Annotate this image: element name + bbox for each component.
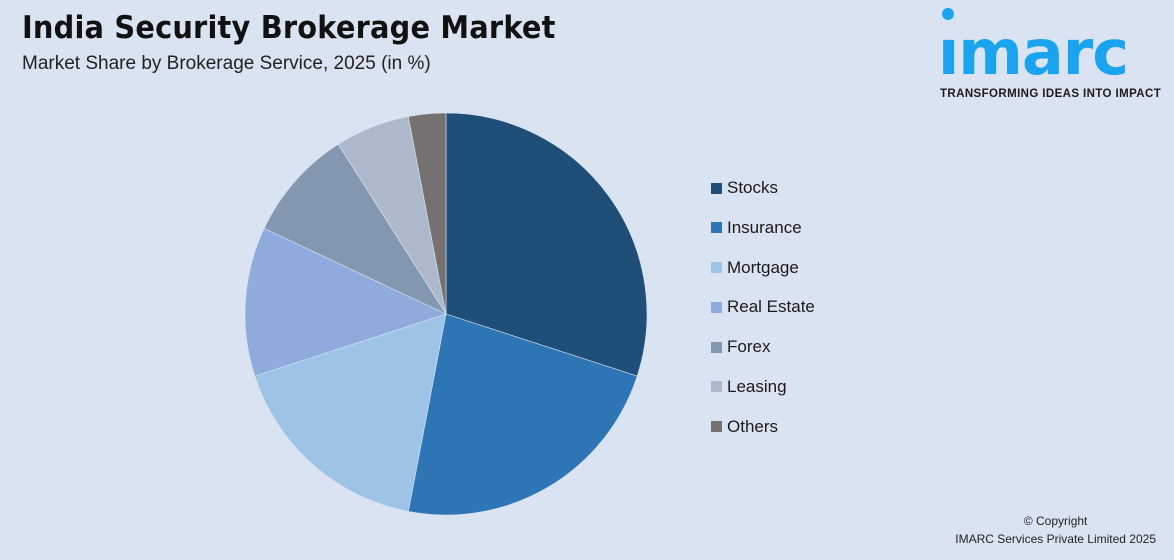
legend-swatch-icon (711, 222, 722, 234)
legend-item-mortgage: Mortgage (711, 258, 815, 278)
chart-subtitle: Market Share by Brokerage Service, 2025 … (22, 53, 431, 74)
pie-slice-stocks (445, 112, 648, 377)
pie-slice-others (407, 112, 447, 315)
legend-swatch-icon (711, 421, 722, 433)
copyright-line-2: IMARC Services Private Limited 2025 (955, 532, 1156, 546)
legend-item-insurance: Insurance (711, 218, 815, 238)
legend-item-real-estate: Real Estate (711, 297, 815, 317)
chart-title: India Security Brokerage Market (22, 10, 556, 46)
legend-label: Insurance (727, 217, 802, 237)
legend-label: Real Estate (727, 297, 815, 317)
logo-tagline: TRANSFORMING IDEAS INTO IMPACT (940, 88, 1162, 100)
legend-label: Leasing (727, 376, 787, 396)
legend-swatch-icon (711, 182, 722, 194)
copyright-notice: © Copyright IMARC Services Private Limit… (955, 512, 1156, 548)
legend-swatch-icon (711, 301, 722, 313)
pie-slice-mortgage (254, 313, 447, 512)
pie-slice-real-estate (244, 228, 447, 377)
pie-slice-insurance (407, 313, 638, 516)
chart-legend: Stocks Insurance Mortgage Real Estate Forex L… (711, 178, 815, 457)
legend-item-forex: Forex (711, 337, 815, 357)
legend-label: Others (727, 416, 779, 436)
pie-slice-forex (263, 143, 447, 315)
imarc-logo: ımarc TRANSFORMING IDEAS INTO IMPACT (936, 6, 1166, 106)
legend-item-stocks: Stocks (711, 178, 815, 198)
legend-label: Stocks (727, 178, 779, 197)
legend-label: Mortgage (727, 257, 799, 277)
logo-dot-icon (942, 8, 954, 20)
legend-swatch-icon (711, 341, 722, 353)
legend-swatch-icon (711, 381, 722, 393)
legend-swatch-icon (711, 262, 722, 274)
legend-label: Forex (727, 337, 771, 357)
legend-item-leasing: Leasing (711, 377, 815, 397)
pie-chart (244, 112, 648, 516)
copyright-line-1: © Copyright (1023, 514, 1088, 528)
logo-wordmark: ımarc (938, 16, 1129, 89)
legend-item-others: Others (711, 417, 815, 437)
